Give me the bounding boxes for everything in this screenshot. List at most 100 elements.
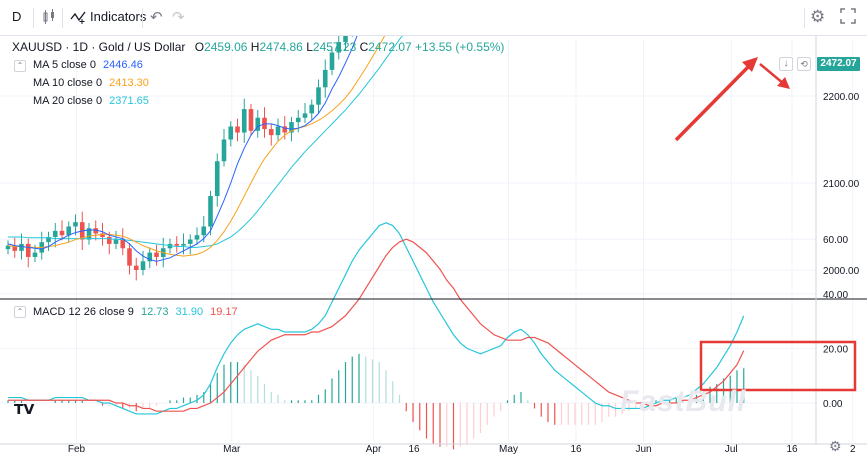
time-tick-label: Apr <box>366 444 382 455</box>
ma10-legend: MA 10 close 0 2413.30 <box>33 77 149 89</box>
candle-body <box>25 243 31 257</box>
ma10-line <box>7 36 386 257</box>
macd-tick-label: 0.00 <box>823 399 843 410</box>
scroll-down-button[interactable]: ↓ <box>779 57 793 71</box>
time-tick-label: Feb <box>68 444 86 455</box>
candle-body <box>235 126 240 133</box>
macd-hist-value: 12.73 <box>140 306 169 318</box>
candle-body <box>255 117 261 131</box>
candle-body <box>201 226 207 236</box>
ma20-label: MA 20 close 0 <box>33 95 103 107</box>
price-plot-area <box>5 36 403 281</box>
change-value: +13.55 (+0.55%) <box>415 40 505 54</box>
candle-body <box>100 233 105 237</box>
candle-body <box>214 161 220 197</box>
candle-body <box>59 230 65 236</box>
candle-body <box>221 139 227 162</box>
candle-body <box>174 243 180 246</box>
close-value: 2472.07 <box>368 40 412 54</box>
candle-body <box>106 236 112 244</box>
tradingview-logo-icon: 𝗧𝗩 <box>14 401 35 417</box>
candle-body <box>93 228 99 234</box>
candle-body <box>154 252 159 257</box>
candle-body <box>302 113 308 118</box>
ma5-value: 2446.46 <box>103 59 143 71</box>
candle-body <box>336 42 342 53</box>
candle-body <box>86 228 92 240</box>
price-tick-label: 2200.00 <box>823 92 860 103</box>
ma5-line <box>7 36 358 262</box>
time-tick-label: May <box>499 444 518 455</box>
macd-line-value: 31.90 <box>175 306 204 318</box>
toolbar-divider <box>142 8 143 28</box>
redo-icon[interactable]: ↷ <box>172 9 185 26</box>
candle-body <box>66 226 72 236</box>
open-label: O <box>194 40 205 54</box>
annotations <box>674 57 857 392</box>
macd-signal-value: 19.17 <box>210 306 238 318</box>
candle-body <box>208 196 213 227</box>
macd-label: MACD 12 26 close 9 <box>33 306 134 318</box>
macd-line <box>8 222 745 415</box>
candle-body <box>329 52 335 70</box>
close-label: C <box>359 40 369 54</box>
low-value: 2457.23 <box>312 40 357 54</box>
fullscreen-icon[interactable] <box>840 8 856 28</box>
candle-body <box>113 238 119 244</box>
axis-settings-gear-icon[interactable]: ⚙ <box>829 438 842 454</box>
candle-body <box>147 252 153 262</box>
watermark: FastBull <box>620 385 747 418</box>
ma10-value: 2413.30 <box>109 77 149 89</box>
reset-view-button[interactable]: ⟲ <box>797 57 811 71</box>
time-tick-label: 16 <box>786 444 798 455</box>
macd-tick-label: 60.00 <box>823 235 848 246</box>
interval-selector[interactable]: D <box>12 9 22 24</box>
low-label: L <box>306 40 313 54</box>
symbol-legend: XAUUSD · 1D · Gold / US Dollar O2459.06 … <box>12 40 504 54</box>
candle-body <box>322 69 328 88</box>
candles-icon[interactable] <box>42 9 56 29</box>
uptrend-arrowhead <box>742 57 758 72</box>
candle-body <box>52 230 58 237</box>
candle-body <box>248 109 254 131</box>
toolbar-divider <box>62 8 63 28</box>
macd-legend: MACD 12 26 close 9 12.73 31.90 19.17 <box>33 306 238 318</box>
collapse-macd-legend-icon[interactable]: ⌃ <box>14 306 26 318</box>
time-tick-label: 16 <box>408 444 420 455</box>
reversal-arrowhead <box>777 77 790 89</box>
candle-body <box>194 235 200 240</box>
time-tick-label: Jun <box>635 444 651 455</box>
price-chart[interactable]: 2000.002100.002200.002300.002400.002500.… <box>0 36 867 462</box>
reversal-arrow <box>759 63 785 85</box>
high-label: H <box>250 40 260 54</box>
candle-body <box>282 126 288 133</box>
candle-body <box>187 239 193 244</box>
candle-body <box>343 36 348 43</box>
open-value: 2459.06 <box>204 40 248 54</box>
indicators-button[interactable]: Indicators <box>90 9 147 24</box>
ma20-legend: MA 20 close 0 2371.65 <box>33 95 149 107</box>
candle-body <box>228 126 234 140</box>
time-tick-label: 2 <box>850 444 856 455</box>
uptrend-arrow <box>674 61 754 142</box>
candle-body <box>133 265 139 270</box>
collapse-legend-icon[interactable]: ⌃ <box>14 60 26 72</box>
candle-body <box>120 238 126 249</box>
ma5-label: MA 5 close 0 <box>33 59 96 71</box>
time-tick-label: 16 <box>570 444 582 455</box>
candle-body <box>316 87 321 105</box>
last-price-badge: 2472.07 <box>817 57 860 71</box>
candle-body <box>19 243 24 251</box>
indicators-icon[interactable] <box>70 10 86 28</box>
high-value: 2474.86 <box>259 40 303 54</box>
ma5-legend: MA 5 close 0 2446.46 <box>33 59 143 71</box>
symbol-name[interactable]: XAUUSD · 1D · Gold / US Dollar <box>12 40 186 54</box>
settings-gear-icon[interactable]: ⚙ <box>810 7 826 26</box>
time-tick-label: Mar <box>223 444 241 455</box>
undo-icon[interactable]: ↶ <box>150 9 163 26</box>
ma20-value: 2371.65 <box>109 95 149 107</box>
candle-body <box>289 122 294 133</box>
top-toolbar: D Indicators ↶ ↷ ⚙ <box>0 0 867 36</box>
time-tick-label: Jul <box>725 444 738 455</box>
candle-body <box>268 129 274 136</box>
